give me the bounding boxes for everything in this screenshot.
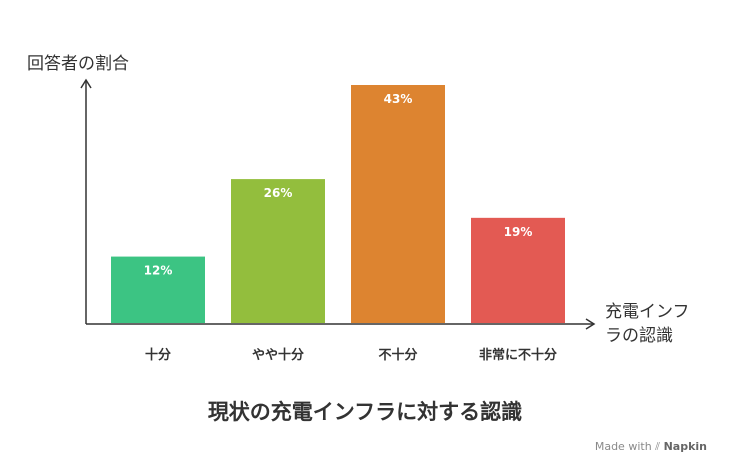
x-axis-label: 充電インフラの認識 [605, 302, 690, 346]
bar-4 [471, 217, 565, 323]
bar-value-label-4: 19% [504, 225, 533, 239]
axes-group [80, 78, 596, 330]
category-label-1: 十分 [145, 347, 171, 363]
watermark-brand: Napkin [663, 440, 707, 453]
bar-value-label-2: 26% [264, 186, 293, 200]
category-label-2: やや十分 [252, 347, 304, 363]
x-axis-arrow [585, 318, 596, 330]
bar-1 [111, 256, 205, 323]
tick-labels-group: 十分 やや十分 不十分 非常に不十分 [145, 347, 557, 363]
y-axis-label: 回答者の割合 [27, 54, 129, 74]
bars-group: 12% 26% 43% 19% [111, 85, 565, 323]
category-label-3: 不十分 [378, 347, 417, 363]
watermark-prefix: Made with [594, 440, 652, 453]
category-label-4: 非常に不十分 [479, 347, 557, 363]
bar-value-label-3: 43% [384, 92, 413, 106]
chart-title: 現状の充電インフラに対する認識 [207, 400, 523, 424]
napkin-logo-icon: ⫽ [655, 440, 661, 453]
bar-value-label-1: 12% [144, 264, 173, 278]
bar-3 [351, 85, 445, 323]
y-axis-arrow [80, 78, 92, 89]
watermark: Made with ⫽ Napkin [595, 440, 707, 454]
bar-2 [231, 179, 325, 323]
